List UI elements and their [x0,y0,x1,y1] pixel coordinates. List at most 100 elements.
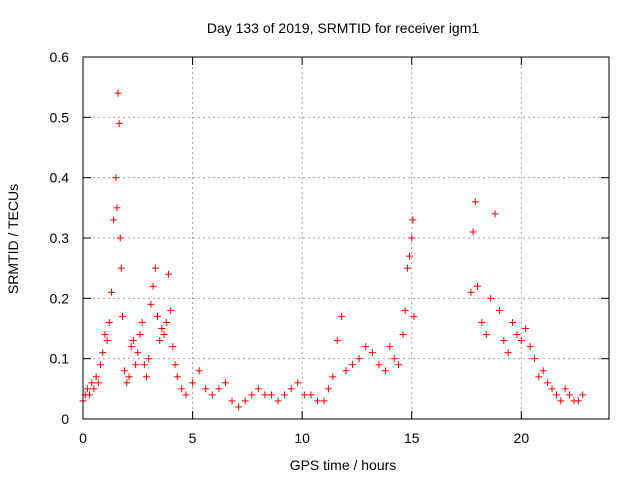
data-point [566,391,574,399]
y-tick-label: 0.2 [50,290,70,306]
data-point [474,282,481,290]
data-point [86,391,94,399]
data-point [338,312,346,320]
data-point [88,379,96,387]
data-point [162,318,170,326]
data-point [103,337,111,345]
data-point [375,361,383,369]
data-point [221,379,229,387]
data-point [410,312,418,320]
data-point [228,397,236,405]
data-point [406,252,414,260]
y-tick-label: 0.5 [50,109,70,125]
data-point [248,391,256,399]
data-point [101,331,109,339]
data-point [132,361,140,369]
data-point [557,397,565,405]
data-point [548,385,556,393]
data-point [478,318,486,326]
data-point [287,385,295,393]
data-point [136,331,144,339]
data-point [115,119,123,127]
y-tick-label: 0.4 [50,170,70,186]
data-point [134,349,142,357]
data-point [169,343,177,351]
data-point [544,379,552,387]
data-point [390,355,398,363]
data-point [129,337,137,345]
data-point [294,379,302,387]
data-point [381,367,389,375]
x-axis-label: GPS time / hours [290,457,397,473]
data-point [401,306,409,314]
data-point [408,234,416,242]
data-point [261,391,269,399]
x-tick-label: 15 [404,430,420,446]
data-point [105,318,113,326]
y-tick-label: 0.3 [50,230,70,246]
data-point [116,234,124,242]
data-point [574,397,582,405]
data-point [113,204,121,212]
data-point [110,216,118,224]
data-point [189,379,197,387]
data-point [495,306,503,314]
data-point [320,397,328,405]
data-point [215,385,223,393]
data-point [471,198,479,206]
plot-frame [82,56,610,420]
data-point [149,282,157,290]
data-point [324,385,332,393]
data-point [154,312,162,320]
data-point [208,391,216,399]
data-point [386,343,394,351]
data-point [467,288,475,296]
axis-ticks: 0 0.1 0.2 0.3 0.4 0.5 0.6 0 5 10 15 20 [50,49,609,446]
data-point [117,264,125,272]
data-point [178,385,186,393]
data-point [171,361,179,369]
data-point [513,331,521,339]
data-point [123,379,131,387]
data-point [112,174,120,182]
data-point [355,355,363,363]
data-point [399,331,407,339]
data-point [241,397,249,405]
data-point [160,331,168,339]
data-point [522,325,530,332]
data-point [409,216,417,224]
data-point [561,385,569,393]
data-point [118,312,126,320]
data-point [300,391,308,399]
data-point [491,210,499,218]
data-point [158,325,166,332]
data-point [90,385,98,393]
data-point [140,361,148,369]
data-point [83,385,91,393]
data-point [173,373,181,381]
x-tick-label: 0 [79,430,87,446]
data-point [539,367,547,375]
data-point [99,349,107,357]
data-point [121,367,129,375]
data-point [202,385,210,393]
data-point [403,264,411,272]
chart-title: Day 133 of 2019, SRMTID for receiver igm… [207,20,480,36]
data-point [94,379,102,387]
data-point [114,89,122,97]
data-point [314,397,322,405]
data-point [167,306,175,314]
data-point [362,343,370,351]
data-point [138,318,146,326]
x-tick-label: 10 [294,430,310,446]
data-point [156,337,164,345]
x-tick-label: 5 [189,430,197,446]
data-point [349,361,357,369]
data-point [500,337,508,345]
data-point [368,349,376,357]
y-tick-label: 0 [61,411,69,427]
data-point [145,355,153,363]
data-point [97,361,105,369]
data-point [107,288,115,296]
